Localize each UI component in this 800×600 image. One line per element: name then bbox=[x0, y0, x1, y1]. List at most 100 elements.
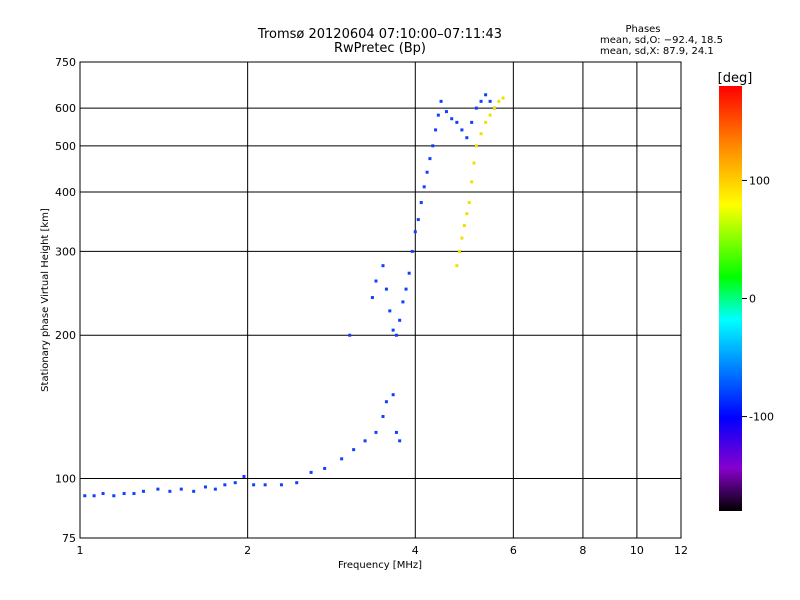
data-point bbox=[407, 271, 411, 275]
data-point bbox=[479, 99, 483, 103]
data-point bbox=[141, 489, 145, 493]
data-point bbox=[474, 106, 478, 110]
data-point bbox=[384, 400, 388, 404]
colorbar-label: [deg] bbox=[718, 71, 753, 86]
data-point bbox=[381, 414, 385, 418]
data-point bbox=[492, 106, 496, 110]
y-tick-label: 500 bbox=[55, 140, 76, 153]
data-point bbox=[263, 483, 267, 487]
data-point bbox=[439, 99, 443, 103]
data-point bbox=[462, 224, 466, 228]
data-point bbox=[470, 120, 474, 124]
plot-frame bbox=[79, 61, 682, 539]
y-tick-label: 300 bbox=[55, 245, 76, 258]
colorbar bbox=[719, 86, 742, 511]
data-point bbox=[233, 481, 237, 485]
y-tick-label: 75 bbox=[62, 532, 76, 545]
data-point bbox=[381, 264, 385, 268]
data-point bbox=[323, 466, 327, 470]
data-point bbox=[450, 117, 454, 121]
data-point bbox=[501, 96, 505, 100]
data-point bbox=[455, 264, 459, 268]
data-point bbox=[460, 236, 464, 240]
chart-subtitle: RwPretec (Bp) bbox=[334, 41, 426, 56]
data-point bbox=[92, 494, 96, 498]
data-point bbox=[401, 300, 405, 304]
grid bbox=[79, 62, 682, 538]
data-point bbox=[419, 201, 423, 205]
data-point bbox=[252, 483, 256, 487]
data-point bbox=[436, 113, 440, 117]
data-point bbox=[348, 333, 352, 337]
x-tick-label: 12 bbox=[674, 544, 688, 557]
x-tick-labels: 1 2 4 6 8 10 12 bbox=[77, 544, 689, 557]
data-point bbox=[398, 439, 402, 443]
data-point bbox=[479, 132, 483, 136]
data-point bbox=[101, 492, 105, 496]
data-point bbox=[416, 218, 420, 222]
data-point bbox=[457, 249, 461, 253]
chart-title: Tromsø 20120604 07:10:00–07:11:43 bbox=[257, 27, 502, 42]
data-point bbox=[394, 430, 398, 434]
data-point bbox=[384, 287, 388, 291]
data-point bbox=[413, 230, 417, 234]
y-tick-label: 100 bbox=[55, 473, 76, 486]
x-tick-label: 10 bbox=[630, 544, 644, 557]
data-points bbox=[83, 93, 505, 498]
data-point bbox=[168, 489, 172, 493]
data-point bbox=[497, 99, 501, 103]
data-point bbox=[374, 430, 378, 434]
data-point bbox=[192, 489, 196, 493]
y-tick-labels: 75 100 200 300 400 500 600 750 bbox=[55, 56, 76, 545]
data-point bbox=[179, 487, 183, 491]
data-point bbox=[455, 120, 459, 124]
data-point bbox=[370, 296, 374, 300]
data-point bbox=[156, 487, 160, 491]
data-point bbox=[474, 144, 478, 148]
data-point bbox=[425, 170, 429, 174]
data-point bbox=[122, 492, 126, 496]
data-point bbox=[213, 487, 217, 491]
y-axis-label: Stationary phase Virtual Height [km] bbox=[40, 208, 51, 392]
x-tick-label: 4 bbox=[412, 544, 419, 557]
data-point bbox=[444, 110, 448, 114]
data-point bbox=[391, 328, 395, 332]
data-point bbox=[467, 201, 471, 205]
y-tick-label: 400 bbox=[55, 186, 76, 199]
data-point bbox=[391, 393, 395, 397]
data-point bbox=[470, 180, 474, 184]
y-tick-label: 600 bbox=[55, 102, 76, 115]
x-tick-label: 8 bbox=[579, 544, 586, 557]
data-point bbox=[488, 113, 492, 117]
data-point bbox=[404, 287, 408, 291]
data-point bbox=[223, 483, 227, 487]
x-tick-label: 2 bbox=[244, 544, 251, 557]
data-point bbox=[295, 481, 299, 485]
x-axis-label: Frequency [MHz] bbox=[338, 560, 422, 571]
data-point bbox=[465, 136, 469, 140]
data-point bbox=[388, 309, 392, 313]
data-point bbox=[340, 457, 344, 461]
data-point bbox=[431, 144, 435, 148]
data-point bbox=[132, 492, 136, 496]
data-point bbox=[472, 161, 476, 165]
data-point bbox=[279, 483, 283, 487]
data-point bbox=[352, 448, 356, 452]
data-point bbox=[484, 120, 488, 124]
x-tick-label: 1 bbox=[77, 544, 84, 557]
colorbar-tick-label: 0 bbox=[749, 293, 756, 306]
x-tick-label: 6 bbox=[510, 544, 517, 557]
data-point bbox=[410, 249, 414, 253]
data-point bbox=[428, 157, 432, 161]
data-point bbox=[488, 99, 492, 103]
data-point bbox=[465, 212, 469, 216]
phases-o-stats: mean, sd,O: −92.4, 18.5 bbox=[600, 35, 723, 46]
colorbar-ticks: 100 0 -100 bbox=[742, 174, 774, 424]
y-tick-label: 750 bbox=[55, 56, 76, 69]
data-point bbox=[83, 494, 87, 498]
data-point bbox=[112, 494, 116, 498]
data-point bbox=[398, 318, 402, 322]
data-point bbox=[460, 128, 464, 132]
